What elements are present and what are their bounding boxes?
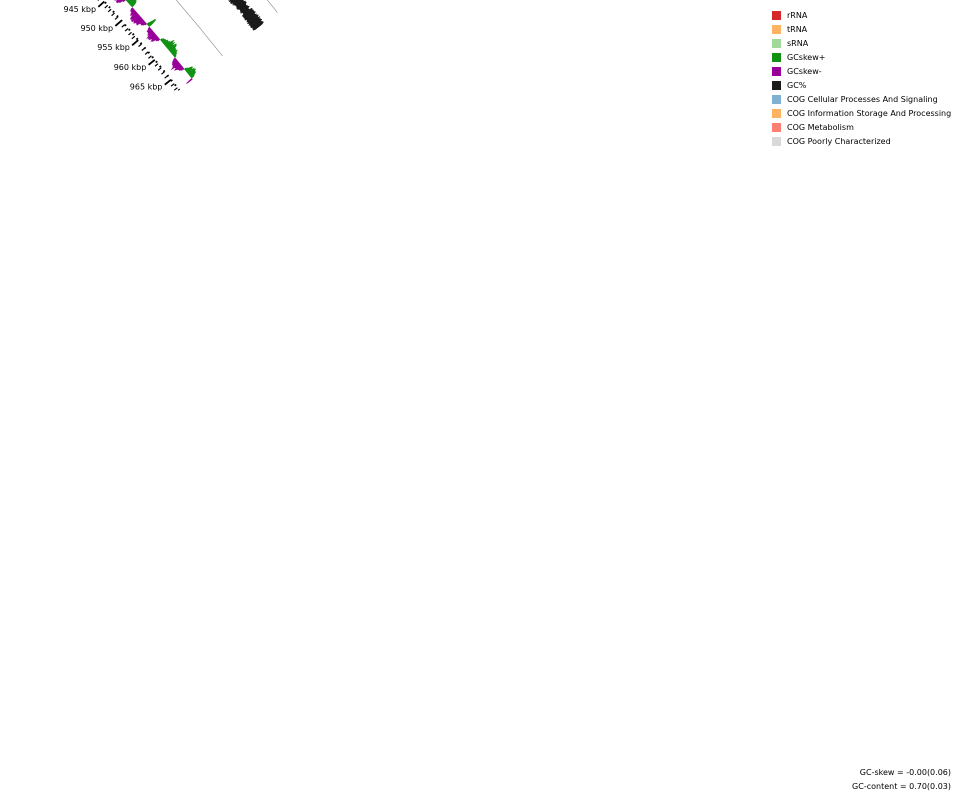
legend-item-srna: sRNA [772, 36, 951, 50]
gc-skew-negative [129, 7, 148, 26]
minor-tick [138, 43, 142, 48]
gc-skew-positive [146, 18, 157, 28]
legend: rRNA tRNA sRNA GCskew+ GCskew- GC% COG C… [772, 8, 951, 148]
legend-swatch [772, 10, 781, 20]
legend-item-gc-percent: GC% [772, 78, 951, 92]
legend-label: COG Metabolism [787, 122, 854, 132]
guide-circle [175, 0, 223, 57]
legend-item-rrna: rRNA [772, 8, 951, 22]
minor-tick [107, 8, 112, 13]
minor-tick [104, 4, 109, 9]
legend-label: COG Cellular Processes And Signaling [787, 94, 938, 104]
legend-label: GCskew- [787, 66, 822, 76]
legend-swatch [772, 38, 781, 48]
minor-tick [141, 47, 146, 51]
major-tick [131, 39, 139, 46]
gc-content-band [227, 0, 264, 31]
legend-label: rRNA [787, 10, 808, 20]
legend-label: sRNA [787, 38, 809, 48]
major-tick [97, 0, 105, 8]
gc-skew-positive [183, 66, 197, 79]
axis-tick-label: 955 kbp [97, 43, 130, 52]
legend-item-cog-metabolism: COG Metabolism [772, 120, 951, 134]
minor-tick [148, 55, 152, 59]
minor-tick [144, 51, 149, 55]
legend-swatch [772, 52, 781, 62]
minor-tick [111, 12, 115, 17]
minor-tick [161, 71, 165, 75]
legend-label: COG Poorly Characterized [787, 136, 891, 146]
statistics-panel: GC-skew = -0.00(0.06) GC-content = 0.70(… [852, 766, 951, 794]
axis-tick-label: 945 kbp [63, 5, 96, 14]
minor-tick [128, 31, 132, 36]
legend-swatch [772, 122, 781, 132]
gc-skew-negative [146, 26, 161, 43]
legend-item-cog-cellular: COG Cellular Processes And Signaling [772, 92, 951, 106]
minor-tick [154, 63, 159, 67]
gc-content-track [227, 0, 264, 31]
minor-tick [131, 35, 136, 40]
legend-item-gcskew-minus: GCskew- [772, 64, 951, 78]
gc-content-stat: GC-content = 0.70(0.03) [852, 782, 951, 791]
gc-skew-positive [159, 38, 178, 58]
axis-tick-label: 950 kbp [80, 24, 113, 33]
legend-swatch [772, 108, 781, 118]
gc-skew-negative [113, 0, 127, 4]
legend-label: GC% [787, 80, 807, 90]
legend-swatch [772, 80, 781, 90]
legend-item-trna: tRNA [772, 22, 951, 36]
gc-skew-track [113, 0, 197, 84]
axis-dotted-arc [101, 0, 181, 91]
gc-skew-positive [125, 0, 137, 8]
minor-tick [114, 16, 119, 20]
legend-swatch [772, 94, 781, 104]
legend-label: GCskew+ [787, 52, 826, 62]
legend-swatch [772, 66, 781, 76]
gc-skew-negative [186, 77, 193, 84]
major-tick [164, 78, 172, 86]
legend-label: COG Information Storage And Processing [787, 108, 952, 118]
legend-swatch [772, 136, 781, 146]
minor-tick [124, 27, 129, 32]
major-tick [114, 20, 122, 27]
legend-label: tRNA [787, 24, 808, 34]
legend-item-cog-poorly: COG Poorly Characterized [772, 134, 951, 148]
axis-tick-label: 965 kbp [130, 83, 163, 92]
major-tick [148, 59, 156, 66]
minor-tick [173, 87, 178, 91]
minor-tick [157, 67, 162, 71]
track-guide-lines [175, 0, 278, 57]
legend-item-gcskew-plus: GCskew+ [772, 50, 951, 64]
minor-tick [164, 75, 169, 79]
legend-item-cog-information: COG Information Storage And Processing [772, 106, 951, 120]
legend-swatch [772, 24, 781, 34]
gc-skew-stat: GC-skew = -0.00(0.06) [859, 768, 951, 777]
axis-tick-label: 960 kbp [114, 63, 147, 72]
gc-skew-negative [170, 57, 185, 71]
minor-tick [170, 83, 175, 87]
minor-tick [121, 24, 126, 28]
